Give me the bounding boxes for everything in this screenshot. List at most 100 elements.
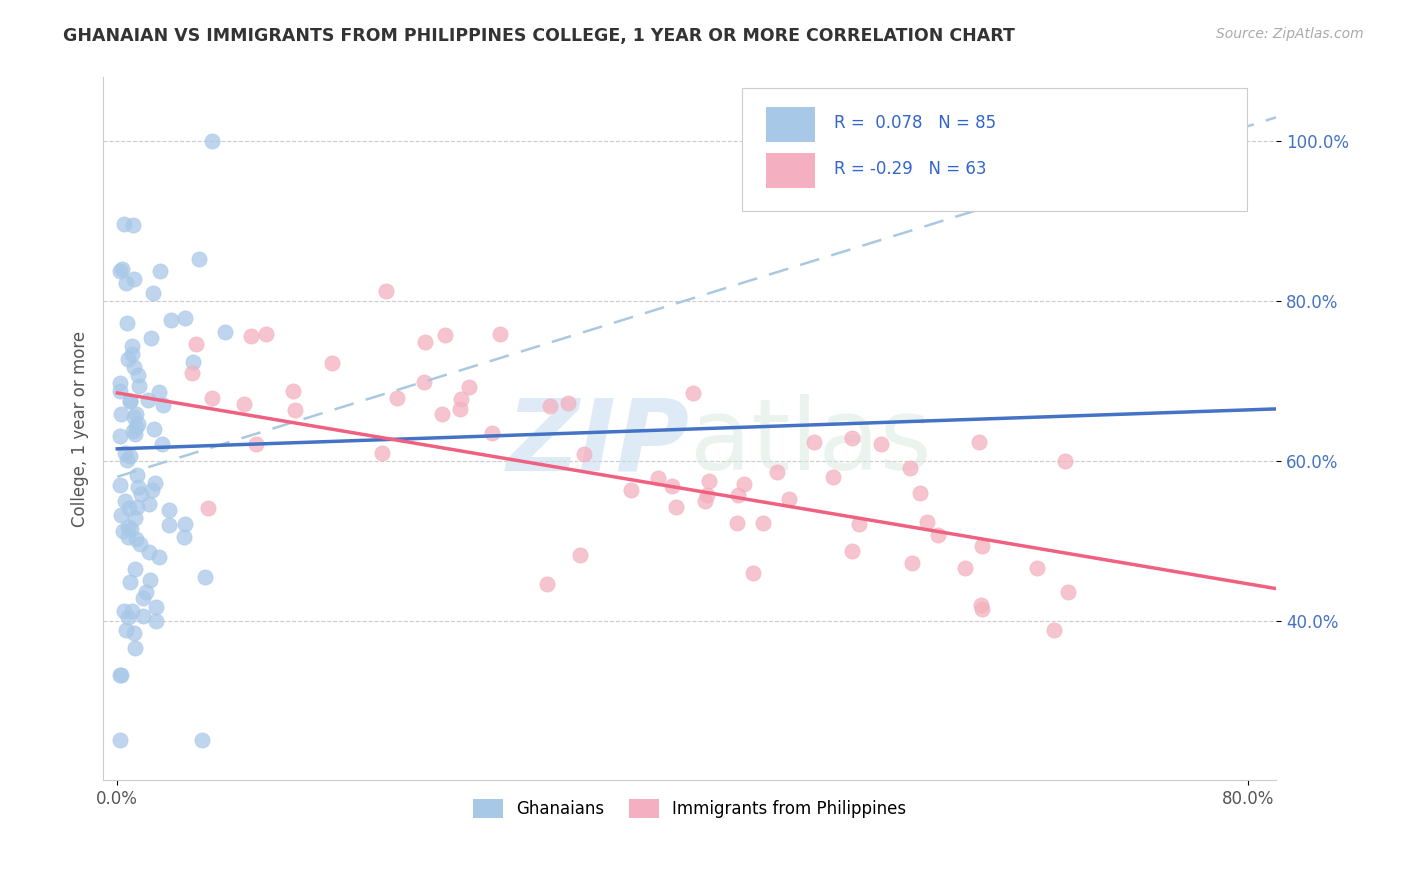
Point bbox=[149, 264, 172, 278]
Point bbox=[481, 425, 503, 440]
Point bbox=[114, 446, 136, 460]
Point bbox=[751, 516, 773, 530]
Point bbox=[115, 316, 138, 330]
Point bbox=[108, 264, 131, 278]
Point bbox=[766, 465, 789, 479]
Point bbox=[174, 310, 197, 325]
Point bbox=[112, 604, 135, 618]
Point bbox=[174, 516, 197, 531]
Point bbox=[900, 556, 922, 570]
Point bbox=[120, 394, 142, 409]
Point bbox=[194, 570, 217, 584]
Point bbox=[111, 262, 134, 277]
Point bbox=[145, 476, 167, 491]
Point bbox=[538, 399, 561, 413]
Point bbox=[141, 483, 163, 497]
Point bbox=[118, 394, 141, 409]
Point bbox=[108, 667, 131, 681]
Point bbox=[254, 326, 277, 341]
Point bbox=[449, 401, 471, 416]
Point bbox=[870, 437, 893, 451]
Point bbox=[121, 339, 143, 353]
Point bbox=[661, 479, 683, 493]
Point bbox=[620, 483, 643, 497]
Point bbox=[415, 334, 437, 349]
Point bbox=[117, 530, 139, 544]
Point bbox=[898, 461, 921, 475]
Point bbox=[138, 573, 160, 587]
Point bbox=[284, 403, 307, 417]
Point bbox=[124, 426, 146, 441]
Point bbox=[693, 493, 716, 508]
Y-axis label: College, 1 year or more: College, 1 year or more bbox=[72, 331, 89, 527]
Point bbox=[122, 424, 145, 438]
Point bbox=[157, 503, 180, 517]
Point bbox=[972, 539, 994, 553]
Point bbox=[127, 417, 149, 431]
Point bbox=[371, 445, 394, 459]
Point bbox=[114, 493, 136, 508]
Point bbox=[283, 384, 305, 398]
Point bbox=[387, 391, 409, 405]
Point bbox=[120, 575, 142, 590]
Point bbox=[117, 610, 139, 624]
Point bbox=[115, 276, 138, 290]
FancyBboxPatch shape bbox=[766, 107, 815, 142]
Point bbox=[108, 429, 131, 443]
Point bbox=[142, 422, 165, 436]
Point bbox=[121, 218, 143, 232]
Point bbox=[173, 530, 195, 544]
Point bbox=[122, 410, 145, 425]
Point bbox=[125, 419, 148, 434]
Point bbox=[124, 511, 146, 525]
Point bbox=[848, 516, 870, 531]
Point bbox=[120, 522, 142, 536]
Point bbox=[841, 431, 863, 445]
Point bbox=[321, 356, 343, 370]
Point bbox=[915, 515, 938, 529]
Point bbox=[117, 453, 139, 467]
Point bbox=[131, 609, 153, 624]
Point bbox=[557, 396, 579, 410]
Point bbox=[696, 488, 718, 502]
Point bbox=[127, 480, 149, 494]
Point bbox=[132, 591, 155, 605]
Point bbox=[458, 380, 481, 394]
Point bbox=[1056, 585, 1078, 599]
Point bbox=[972, 602, 994, 616]
Point bbox=[125, 500, 148, 515]
Point bbox=[432, 408, 454, 422]
Point bbox=[184, 337, 207, 351]
Point bbox=[725, 516, 748, 531]
Point bbox=[117, 352, 139, 367]
Point bbox=[125, 532, 148, 546]
Text: GHANAIAN VS IMMIGRANTS FROM PHILIPPINES COLLEGE, 1 YEAR OR MORE CORRELATION CHAR: GHANAIAN VS IMMIGRANTS FROM PHILIPPINES … bbox=[63, 27, 1015, 45]
Point bbox=[181, 367, 204, 381]
Point bbox=[108, 733, 131, 747]
Point bbox=[433, 328, 456, 343]
Point bbox=[1043, 623, 1066, 637]
Point bbox=[214, 325, 236, 339]
Point bbox=[150, 437, 173, 451]
Point bbox=[841, 543, 863, 558]
FancyBboxPatch shape bbox=[742, 88, 1247, 211]
Point bbox=[569, 548, 592, 562]
Point bbox=[124, 407, 146, 421]
Point bbox=[128, 537, 150, 551]
Point bbox=[1053, 454, 1076, 468]
Point bbox=[803, 435, 825, 450]
Point bbox=[108, 384, 131, 398]
Point bbox=[197, 500, 219, 515]
Point bbox=[124, 562, 146, 576]
Point bbox=[1026, 560, 1049, 574]
Point bbox=[118, 500, 141, 515]
Point bbox=[122, 625, 145, 640]
Point bbox=[121, 347, 143, 361]
Point bbox=[110, 667, 132, 681]
FancyBboxPatch shape bbox=[766, 153, 815, 188]
Legend: Ghanaians, Immigrants from Philippines: Ghanaians, Immigrants from Philippines bbox=[465, 792, 914, 825]
Point bbox=[125, 468, 148, 483]
Point bbox=[122, 272, 145, 286]
Point bbox=[412, 375, 434, 389]
Point bbox=[148, 550, 170, 565]
